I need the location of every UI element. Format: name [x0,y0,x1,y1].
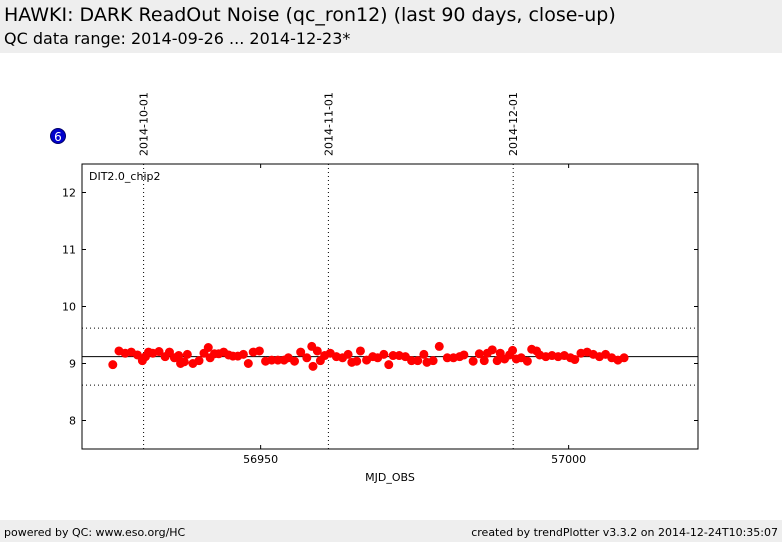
date-marker-label: 2014-10-01 [138,92,151,156]
data-points [108,341,629,371]
data-point [522,356,532,366]
data-point [379,349,389,359]
data-point [243,359,253,368]
y-ticks: 8 9 10 11 12 [62,187,698,428]
data-point [474,349,484,359]
data-point [302,353,312,363]
data-point [182,349,192,359]
data-point [413,356,423,366]
data-point [194,356,204,366]
footer-bar: powered by QC: www.eso.org/HC created by… [0,520,782,542]
data-point [492,356,502,366]
date-marker-label: 2014-11-01 [322,92,335,156]
data-point [108,360,118,370]
panel-label: DIT2.0_chip2 [89,170,160,183]
data-point [400,352,410,362]
page-title: HAWKI: DARK ReadOut Noise (qc_ron12) (la… [4,4,616,26]
data-point [254,346,264,356]
header-bar: HAWKI: DARK ReadOut Noise (qc_ron12) (la… [0,0,782,53]
data-point [619,353,629,363]
y-tick-label: 12 [62,187,76,200]
data-point [296,347,306,357]
data-point [355,346,365,356]
footer-credit: powered by QC: www.eso.org/HC [4,526,186,539]
x-ticks: 56950 57000 [243,164,586,466]
y-tick-label: 11 [62,244,76,257]
data-point [468,356,478,366]
date-marker-label: 2014-12-01 [507,92,520,156]
data-point [419,349,429,359]
data-point [508,345,518,355]
data-point [570,355,580,365]
data-point [434,341,444,351]
trend-chart: 2014-10-01 2014-11-01 2014-12-01 56950 5700… [62,92,699,484]
y-tick-label: 10 [62,301,76,314]
data-point [352,356,362,366]
data-point [428,356,438,366]
footer-timestamp: created by trendPlotter v3.3.2 on 2014-1… [471,526,778,539]
data-point [384,360,394,370]
badge-count: 6 [50,128,66,144]
x-tick-label: 57000 [551,453,586,466]
data-point [179,357,189,367]
y-tick-label: 8 [69,415,76,428]
date-marker-lines [143,164,514,449]
limit-lines [82,327,698,386]
data-point [238,349,248,359]
y-tick-label: 9 [69,358,76,371]
data-point [487,345,497,355]
data-point [308,361,318,371]
data-point [164,347,174,357]
page-subtitle: QC data range: 2014-09-26 ... 2014-12-23… [4,29,351,48]
x-axis-label: MJD_OBS [365,471,415,484]
date-marker-labels: 2014-10-01 2014-11-01 2014-12-01 [138,92,521,156]
data-point [343,349,353,359]
data-point [290,356,300,366]
data-point [459,350,469,360]
data-point [154,347,164,357]
plot-frame [81,163,699,450]
data-point [203,343,213,353]
data-point [479,356,489,366]
data-point [312,346,322,356]
x-tick-label: 56950 [243,453,278,466]
